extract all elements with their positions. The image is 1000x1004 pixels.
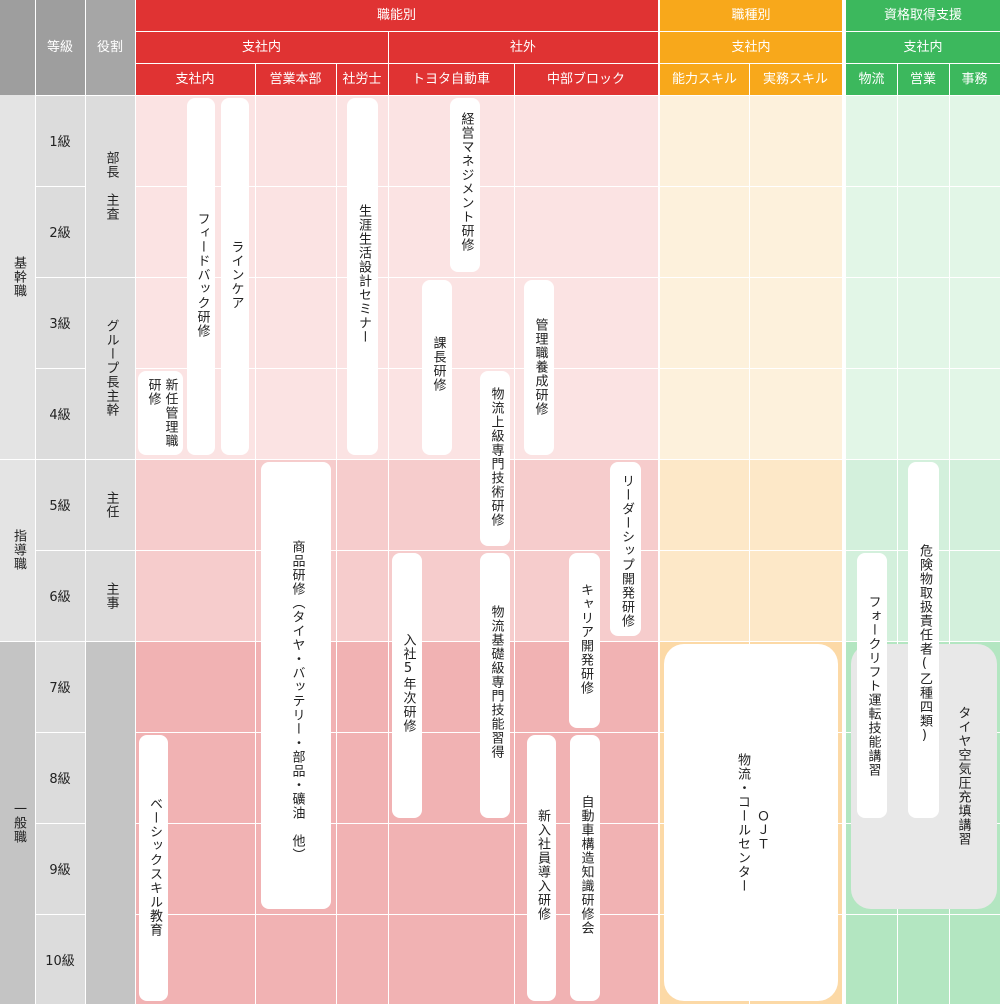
col-header-jitsumu: 実務スキル <box>762 71 828 87</box>
training-basic-skill: ベーシックスキル教育 <box>139 735 168 1001</box>
training-auto-structure-label: 自動車構造知識研修会 <box>578 795 594 935</box>
training-logistics-basic-label: 物流基礎級専門技能習得 <box>488 605 504 759</box>
training-management-label: 経営マネジメント研修 <box>458 112 474 252</box>
role-header: 役割 <box>96 40 123 55</box>
grade-3: 3級 <box>49 317 71 332</box>
group-header-shokushu: 職種別 <box>731 8 771 23</box>
col-header-jimu: 事務 <box>961 71 988 87</box>
training-basic-skill-label: ベーシックスキル教育 <box>146 797 162 937</box>
training-leadership-label: リーダーシップ開発研修 <box>618 474 634 628</box>
grade-header: 等級 <box>46 40 73 55</box>
training-logistics-basic: 物流基礎級専門技能習得 <box>480 553 510 818</box>
grade-1: 1級 <box>49 135 71 150</box>
training-linecare: ラインケア <box>221 98 249 455</box>
col-header-eigyo: 営業 <box>909 71 936 87</box>
grade-8: 8級 <box>49 772 71 787</box>
group-header-shikaku: 資格取得支援 <box>883 8 962 23</box>
grade-10: 10級 <box>45 953 75 969</box>
grade-7: 7級 <box>49 681 71 696</box>
role-bucho-shusa: 部長 主査 <box>103 151 119 221</box>
category-shido: 指導職 <box>10 529 26 571</box>
col-header-toyota: トヨタ自動車 <box>411 71 490 87</box>
training-management: 経営マネジメント研修 <box>450 98 480 272</box>
training-hazmat: 危険物取扱責任者(乙種四類) <box>908 462 939 818</box>
col-header-shisha: 支社内 <box>175 71 215 87</box>
training-forklift: フォークリフト運転技能講習 <box>857 553 887 818</box>
training-new-hire: 新入社員導入研修 <box>527 735 556 1001</box>
scope-shokuno-inside: 支社内 <box>241 39 281 55</box>
training-ojt-line1: ＯＪＴ <box>753 808 769 851</box>
training-product-label: 商品研修（タイヤ・バッテリー・部品・礦油 他） <box>289 540 305 862</box>
training-logistics-adv-label: 物流上級専門技術研修 <box>488 387 504 527</box>
group-header-shokuno: 職能別 <box>376 8 416 23</box>
training-new-manager-line2: 研修 <box>145 378 161 406</box>
scope-shikaku-inside: 支社内 <box>903 39 943 55</box>
training-forklift-label: フォークリフト運転技能講習 <box>865 595 881 777</box>
scope-shokuno-outside: 社外 <box>509 39 536 55</box>
training-ojt: ＯＪＴ 物流・コールセンター <box>664 644 838 1001</box>
category-ippan: 一般職 <box>10 801 26 844</box>
grade-4: 4級 <box>49 408 71 423</box>
training-linecare-label: ラインケア <box>228 240 244 310</box>
col-header-noryoku: 能力スキル <box>671 71 737 87</box>
training-section-chief: 課長研修 <box>422 280 452 455</box>
training-fifth-year-label: 入社5年次研修 <box>400 633 416 733</box>
role-group-leader: グループ長主幹 <box>103 319 119 417</box>
training-logistics-adv: 物流上級専門技術研修 <box>480 371 510 546</box>
training-feedback: フィードバック研修 <box>187 98 215 455</box>
col-header-sharoushi: 社労士 <box>342 71 382 87</box>
training-life-plan-label: 生涯生活設計セミナー <box>355 204 371 344</box>
training-tire-air-label: タイヤ空気圧充填講習 <box>955 706 971 846</box>
grade-9: 9級 <box>49 863 71 878</box>
training-mgmt-training-label: 管理職養成研修 <box>532 318 548 416</box>
training-mgmt-training: 管理職養成研修 <box>524 280 554 455</box>
training-new-manager-line1: 新任管理職 <box>162 378 178 448</box>
training-life-plan: 生涯生活設計セミナー <box>347 98 378 455</box>
training-product: 商品研修（タイヤ・バッテリー・部品・礦油 他） <box>261 462 331 909</box>
col-header-chubu: 中部ブロック <box>546 71 625 87</box>
role-shuji: 主事 <box>103 581 119 610</box>
training-section-chief-label: 課長研修 <box>430 336 446 392</box>
training-fifth-year: 入社5年次研修 <box>392 553 422 818</box>
training-career-label: キャリア開発研修 <box>577 583 593 695</box>
training-ojt-line2: 物流・コールセンター <box>735 752 750 893</box>
training-career: キャリア開発研修 <box>569 553 600 728</box>
grade-5: 5級 <box>49 499 71 514</box>
training-hazmat-label: 危険物取扱責任者(乙種四類) <box>916 544 932 744</box>
training-new-hire-label: 新入社員導入研修 <box>534 809 550 921</box>
role-shunin: 主任 <box>103 490 119 519</box>
training-auto-structure: 自動車構造知識研修会 <box>570 735 600 1001</box>
training-feedback-label: フィードバック研修 <box>194 212 210 338</box>
col-header-butsuryu: 物流 <box>858 71 885 87</box>
category-kikan: 基幹職 <box>10 256 26 298</box>
col-header-eigyo-honbu: 営業本部 <box>269 71 322 87</box>
training-new-manager: 新任管理職 研修 <box>138 371 183 455</box>
training-leadership: リーダーシップ開発研修 <box>610 462 641 636</box>
grade-2: 2級 <box>49 226 71 241</box>
scope-shokushu-inside: 支社内 <box>731 39 771 55</box>
grade-6: 6級 <box>49 590 71 605</box>
